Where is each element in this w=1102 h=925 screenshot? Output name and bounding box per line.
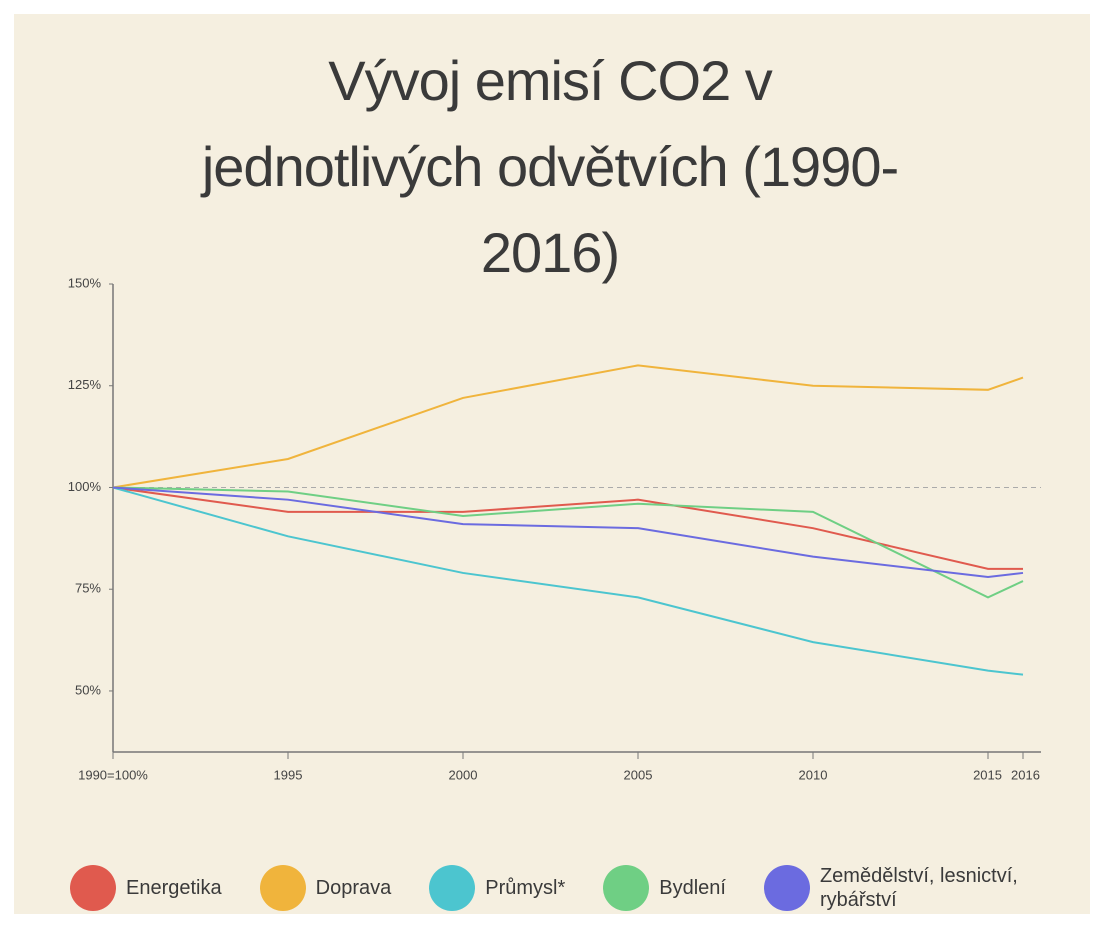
x-tick-label: 1990=100%	[78, 767, 148, 782]
series-line	[112, 364, 1024, 489]
legend-label: Průmysl*	[485, 877, 566, 899]
y-tick-label: 75%	[75, 581, 101, 596]
chart: 50% 75% 100% 125% 150% 1990=100% 1995 2000 2005 2…	[68, 275, 1041, 782]
legend-item: Energetika	[70, 865, 222, 911]
series-line	[112, 486, 1024, 676]
y-tick-label: 100%	[68, 479, 102, 494]
legend-label: Bydlení	[659, 877, 726, 899]
legend-label: Doprava	[315, 877, 392, 899]
series-line	[112, 486, 1024, 579]
legend-label: Zemědělství, lesnictví, rybářství	[819, 865, 1018, 911]
legend-icon	[429, 865, 476, 911]
series-line	[112, 486, 1024, 599]
legend-icon	[259, 865, 306, 911]
legend-item: Doprava	[259, 865, 392, 911]
y-tick-label: 50%	[75, 682, 101, 697]
legend-label: Energetika	[126, 877, 222, 899]
legend-item: Bydlení	[603, 865, 726, 911]
legend: Energetika Doprava Průmysl* Bydlení Zeměděls…	[70, 858, 1070, 918]
x-tick-label: 2005	[624, 767, 653, 782]
x-tick-label: 2000	[449, 767, 478, 782]
y-tick-label: 125%	[68, 377, 102, 392]
chart-title: Vývoj emisí CO2 v jednotlivých odvětvích…	[201, 49, 899, 284]
legend-item: Zemědělství, lesnictví, rybářství	[763, 864, 1030, 912]
legend-icon	[70, 865, 116, 911]
x-tick-label: 2016	[1011, 767, 1040, 782]
legend-item: Průmysl*	[429, 865, 565, 911]
x-tick-label: 2015	[973, 767, 1002, 782]
legend-icon	[763, 865, 810, 911]
y-tick-label: 150%	[68, 275, 102, 290]
x-tick-label: 1995	[274, 767, 303, 782]
legend-icon	[603, 865, 650, 911]
x-tick-label: 2010	[799, 767, 828, 782]
series-line	[112, 486, 1023, 570]
panel	[14, 14, 1090, 914]
